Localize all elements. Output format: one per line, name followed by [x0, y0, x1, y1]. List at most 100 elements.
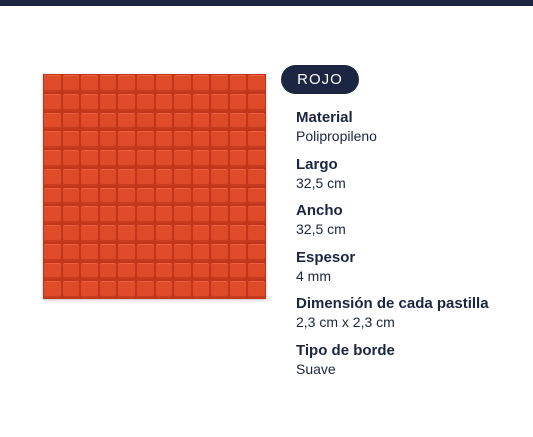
mosaic-tile	[44, 150, 61, 167]
mosaic-tile	[192, 75, 210, 92]
mosaic-tile	[192, 187, 210, 205]
mosaic-tile	[44, 243, 61, 261]
mosaic-tile	[174, 206, 191, 223]
mosaic-tile	[99, 150, 117, 167]
mosaic-tile	[155, 168, 173, 186]
mosaic-tile	[136, 93, 154, 111]
mosaic-tile	[155, 262, 173, 280]
mosaic-tile	[248, 168, 265, 186]
mosaic-tile	[136, 131, 154, 148]
spec-edge-type: Tipo de borde Suave	[296, 341, 526, 388]
mosaic-tile	[44, 112, 61, 130]
mosaic-tile	[118, 75, 135, 92]
mosaic-tile	[211, 131, 228, 148]
mosaic-tile	[44, 93, 61, 111]
mosaic-tile	[62, 168, 80, 186]
spec-label: Largo	[296, 155, 338, 173]
mosaic-tile	[192, 281, 210, 298]
mosaic-tile	[211, 206, 228, 223]
mosaic-tile	[229, 281, 247, 298]
mosaic-tile	[192, 262, 210, 280]
mosaic-tile	[44, 225, 61, 242]
mosaic-tile	[192, 168, 210, 186]
mosaic-tile	[81, 75, 98, 92]
mosaic-tile	[99, 93, 117, 111]
mosaic-tile	[99, 131, 117, 148]
mosaic-tile	[211, 75, 228, 92]
mosaic-tile	[99, 187, 117, 205]
color-badge: ROJO	[281, 65, 359, 94]
spec-length: Largo 32,5 cm	[296, 155, 526, 202]
mosaic-tile	[118, 150, 135, 167]
mosaic-tile	[136, 187, 154, 205]
tile-mosaic-image	[43, 74, 266, 299]
mosaic-tile	[174, 187, 191, 205]
mosaic-tile	[118, 112, 135, 130]
mosaic-tile	[174, 262, 191, 280]
mosaic-tile	[44, 262, 61, 280]
mosaic-tile	[174, 93, 191, 111]
mosaic-tile	[44, 187, 61, 205]
mosaic-tile	[99, 112, 117, 130]
mosaic-tile	[99, 243, 117, 261]
mosaic-tile	[248, 187, 265, 205]
mosaic-tile	[81, 262, 98, 280]
mosaic-tile	[81, 225, 98, 242]
mosaic-tile	[62, 112, 80, 130]
mosaic-tile	[118, 168, 135, 186]
mosaic-tile	[174, 281, 191, 298]
spec-value: Polipropileno	[296, 128, 377, 144]
mosaic-tile	[62, 243, 80, 261]
mosaic-tile	[192, 243, 210, 261]
mosaic-tile	[62, 187, 80, 205]
spec-width: Ancho 32,5 cm	[296, 201, 526, 248]
mosaic-tile	[62, 262, 80, 280]
mosaic-tile	[155, 112, 173, 130]
spec-value: 32,5 cm	[296, 174, 346, 191]
mosaic-tile	[248, 93, 265, 111]
mosaic-tile	[136, 281, 154, 298]
mosaic-tile	[136, 206, 154, 223]
mosaic-tile	[211, 225, 228, 242]
mosaic-tile	[44, 75, 61, 92]
mosaic-tile	[248, 225, 265, 242]
mosaic-tile	[229, 168, 247, 186]
mosaic-tile	[136, 243, 154, 261]
mosaic-tile	[211, 150, 228, 167]
mosaic-tile	[81, 131, 98, 148]
mosaic-tile	[192, 206, 210, 223]
spec-material: Material Polipropileno	[296, 108, 526, 155]
mosaic-tile	[174, 225, 191, 242]
mosaic-tile	[99, 225, 117, 242]
mosaic-tile	[118, 187, 135, 205]
mosaic-tile	[99, 281, 117, 298]
mosaic-tile	[229, 187, 247, 205]
spec-label: Ancho	[296, 202, 343, 219]
spec-value: 32,5 cm	[296, 221, 346, 237]
mosaic-tile	[229, 112, 247, 130]
mosaic-tile	[248, 112, 265, 130]
mosaic-tile	[81, 281, 98, 298]
mosaic-tile	[192, 112, 210, 130]
mosaic-tile	[136, 150, 154, 167]
spec-tile-dimension: Dimensión de cada pastilla 2,3 cm x 2,3 …	[296, 294, 526, 341]
mosaic-tile	[229, 225, 247, 242]
mosaic-tile	[174, 131, 191, 148]
mosaic-tile	[155, 206, 173, 223]
mosaic-tile	[81, 150, 98, 167]
mosaic-tile	[136, 262, 154, 280]
mosaic-tile	[248, 150, 265, 167]
mosaic-tile	[81, 168, 98, 186]
mosaic-tile	[211, 262, 228, 280]
mosaic-tile	[248, 75, 265, 92]
mosaic-tile	[118, 206, 135, 223]
mosaic-tile	[136, 225, 154, 242]
mosaic-tile	[118, 131, 135, 148]
mosaic-tile	[229, 262, 247, 280]
mosaic-tile	[155, 75, 173, 92]
top-bar	[0, 0, 533, 6]
spec-list: Material Polipropileno Largo 32,5 cm Anc…	[296, 108, 526, 387]
mosaic-tile	[211, 168, 228, 186]
mosaic-tile	[118, 262, 135, 280]
mosaic-tile	[229, 206, 247, 223]
